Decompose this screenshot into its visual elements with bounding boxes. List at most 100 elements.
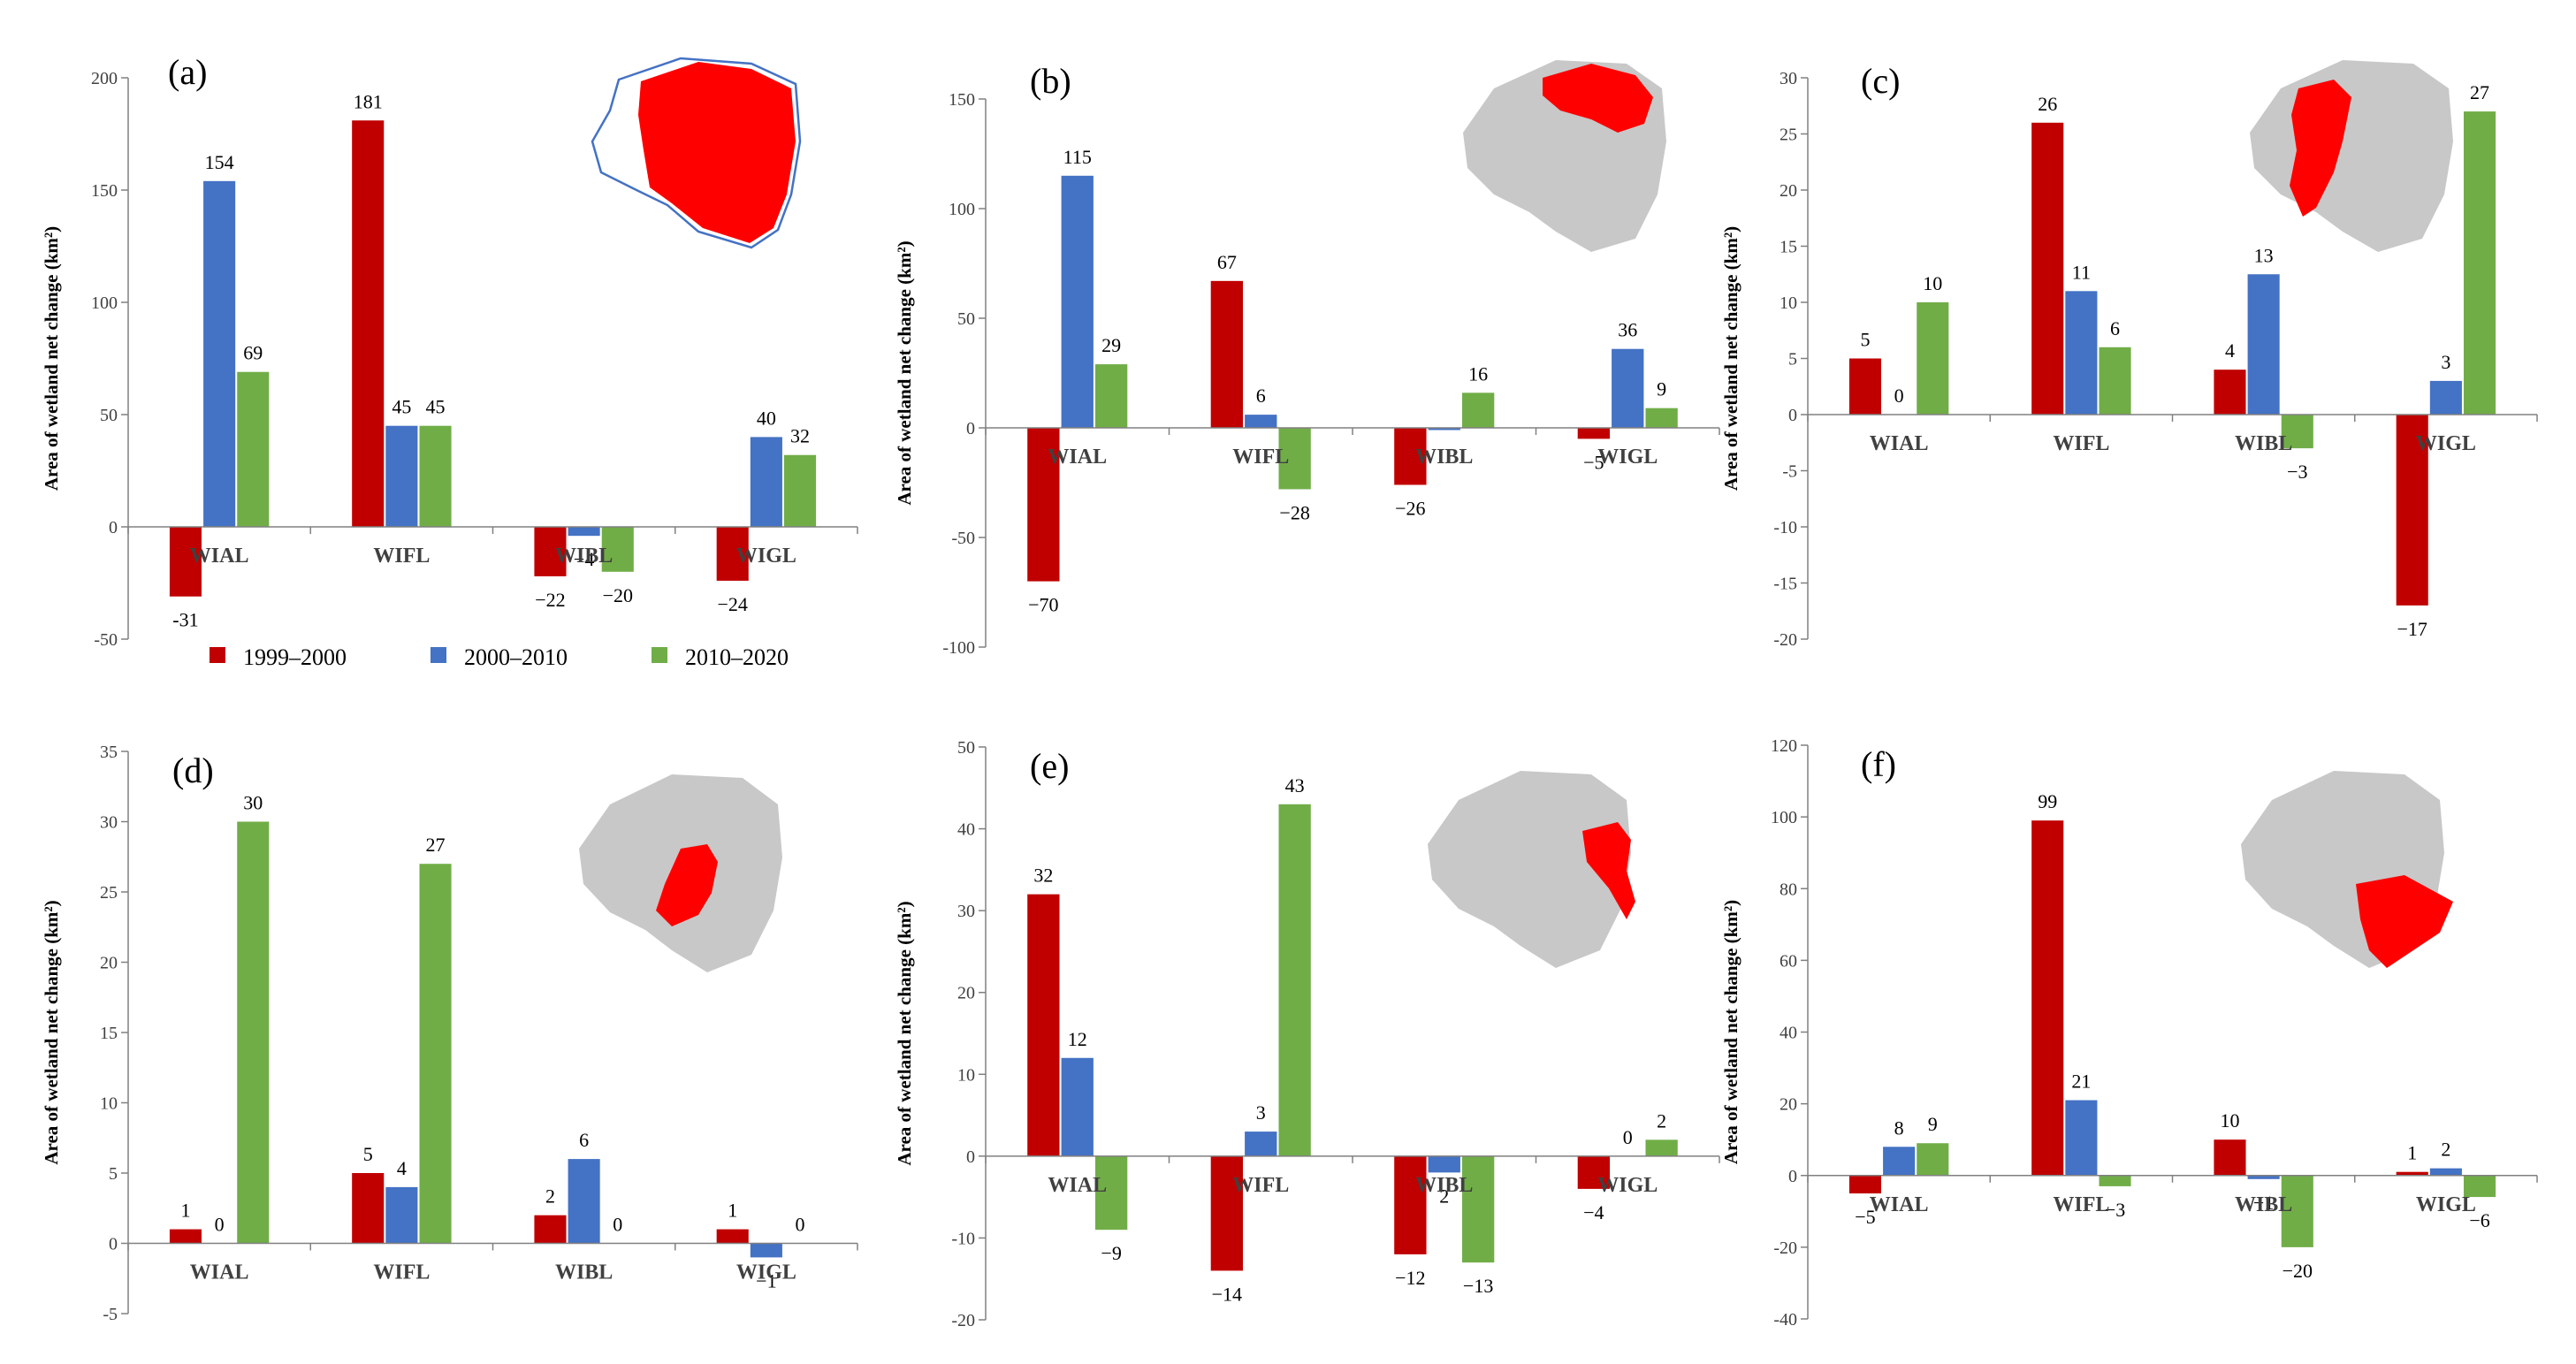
legend-swatch-2000-2010 xyxy=(431,647,446,663)
y-tick-label: 0 xyxy=(1788,1167,1797,1186)
data-label: 6 xyxy=(1256,385,1266,407)
chart-a: (a) Area of wetland net change (km²) -50 0 5… xyxy=(41,52,858,650)
y-axis-label-d: Area of wetland net change (km²) xyxy=(41,900,62,1164)
bar-f-WIGL-s3 xyxy=(2463,1175,2496,1198)
y-tick-label: 40 xyxy=(1780,1024,1797,1043)
category-label-WIAL: WIAL xyxy=(190,545,249,568)
data-label: 29 xyxy=(1101,334,1121,356)
y-tick-label: 35 xyxy=(100,743,118,762)
map-outline-a xyxy=(591,57,802,249)
y-tick-label: 20 xyxy=(1780,1095,1797,1115)
data-label: −4 xyxy=(1583,1201,1604,1223)
map-region-f xyxy=(2356,875,2453,968)
legend-swatch-1999-2000 xyxy=(210,647,225,663)
bar-c-WIFL-s1 xyxy=(2031,122,2064,415)
legend-swatch-2010-2020 xyxy=(652,647,667,663)
data-label: 13 xyxy=(2254,244,2274,266)
data-label: −12 xyxy=(1395,1267,1425,1289)
category-label-WIGL: WIGL xyxy=(2416,432,2476,455)
bar-c-WIBL-s2 xyxy=(2247,274,2280,415)
map-region-d xyxy=(656,844,718,926)
bar-f-WIBL-s2 xyxy=(2247,1175,2280,1179)
bar-e-WIGL-s3 xyxy=(1645,1139,1678,1156)
bar-e-WIFL-s1 xyxy=(1210,1155,1244,1271)
y-tick-label: 50 xyxy=(100,406,118,425)
category-label-WIBL: WIBL xyxy=(2235,432,2292,455)
y-tick-label: 10 xyxy=(957,1065,975,1085)
category-label-WIBL: WIBL xyxy=(555,1261,613,1284)
data-label: 12 xyxy=(1068,1028,1087,1050)
y-tick-label: 100 xyxy=(91,293,118,313)
bar-b-WIBL-s1 xyxy=(1394,428,1427,485)
chart-f: (f) Area of wetland net change (km²) -40 -2… xyxy=(1720,736,2538,1330)
bar-c-WIFL-s3 xyxy=(2099,347,2131,415)
chart-title-e: (e) xyxy=(1030,746,1069,786)
bar-b-WIFL-s2 xyxy=(1245,415,1277,428)
data-label: 30 xyxy=(243,792,263,814)
chart-title-f: (f) xyxy=(1861,744,1896,784)
bar-e-WIAL-s1 xyxy=(1027,894,1060,1156)
data-label: 2 xyxy=(545,1185,555,1208)
y-tick-label: 200 xyxy=(91,69,118,88)
bar-b-WIBL-s2 xyxy=(1428,428,1460,431)
data-label: −17 xyxy=(2397,618,2427,640)
data-label: 32 xyxy=(1033,865,1053,887)
bar-d-WIBL-s1 xyxy=(534,1215,567,1244)
y-tick-label: 150 xyxy=(949,90,975,110)
bar-c-WIBL-s1 xyxy=(2214,370,2246,415)
data-label: −6 xyxy=(2469,1209,2489,1231)
data-label: 2 xyxy=(1657,1109,1666,1132)
data-label: 43 xyxy=(1285,774,1305,796)
category-label-WIAL: WIAL xyxy=(1048,1174,1107,1197)
y-tick-label: 10 xyxy=(1780,293,1797,313)
bar-a-WIGL-s3 xyxy=(783,454,817,527)
bar-a-WIFL-s2 xyxy=(385,425,418,527)
data-label: 10 xyxy=(2220,1109,2239,1132)
bar-b-WIGL-s1 xyxy=(1577,428,1611,439)
bar-a-WIBL-s1 xyxy=(534,527,567,576)
bar-c-WIGL-s3 xyxy=(2463,111,2496,415)
data-label: 9 xyxy=(1657,378,1666,400)
data-label: 26 xyxy=(2038,93,2057,115)
data-label: 11 xyxy=(2072,261,2091,283)
bar-d-WIAL-s1 xyxy=(169,1229,202,1244)
data-label: 9 xyxy=(1928,1113,1938,1135)
data-label: −14 xyxy=(1212,1283,1242,1305)
category-label-WIAL: WIAL xyxy=(1870,1193,1929,1216)
y-tick-label: 20 xyxy=(1780,181,1797,201)
y-tick-label: -50 xyxy=(94,630,118,650)
bar-b-WIAL-s2 xyxy=(1061,175,1094,429)
data-label: 6 xyxy=(579,1129,589,1151)
data-label: −9 xyxy=(1101,1242,1121,1264)
y-tick-label: 0 xyxy=(966,419,975,438)
y-tick-label: -20 xyxy=(1773,1238,1797,1258)
data-label: 2 xyxy=(2441,1139,2450,1161)
data-label: −20 xyxy=(603,584,633,606)
category-label-WIGL: WIGL xyxy=(736,545,796,568)
y-tick-label: -40 xyxy=(1773,1310,1797,1330)
category-label-WIFL: WIFL xyxy=(2053,432,2109,455)
map-region-c xyxy=(2290,80,2351,217)
bar-b-WIAL-s3 xyxy=(1094,364,1128,428)
data-label: 32 xyxy=(790,425,810,447)
y-tick-label: 15 xyxy=(1780,238,1797,257)
data-label: −4 xyxy=(574,548,594,570)
data-label: 154 xyxy=(205,151,234,173)
bar-f-WIGL-s2 xyxy=(2429,1168,2462,1176)
y-tick-label: 20 xyxy=(957,984,975,1003)
bar-e-WIBL-s3 xyxy=(1461,1155,1495,1263)
y-tick-label: -20 xyxy=(1773,630,1797,650)
data-label: 3 xyxy=(1256,1101,1266,1124)
data-label: 115 xyxy=(1063,146,1092,168)
category-label-WIFL: WIFL xyxy=(1232,1174,1289,1197)
y-tick-label: -15 xyxy=(1773,575,1797,594)
category-label-WIGL: WIGL xyxy=(1597,446,1658,469)
y-tick-label: -10 xyxy=(1773,518,1797,537)
chart-d: (d) Area of wetland net change (km²) -5 0 5 1… xyxy=(41,743,858,1324)
y-tick-label: -5 xyxy=(1782,462,1797,482)
map-inset-d xyxy=(579,774,782,972)
bar-c-WIGL-s2 xyxy=(2429,380,2462,415)
chart-title-c: (c) xyxy=(1861,61,1900,101)
legend-label-1999-2000: 1999–2000 xyxy=(243,644,347,670)
data-label: 99 xyxy=(2038,790,2057,812)
